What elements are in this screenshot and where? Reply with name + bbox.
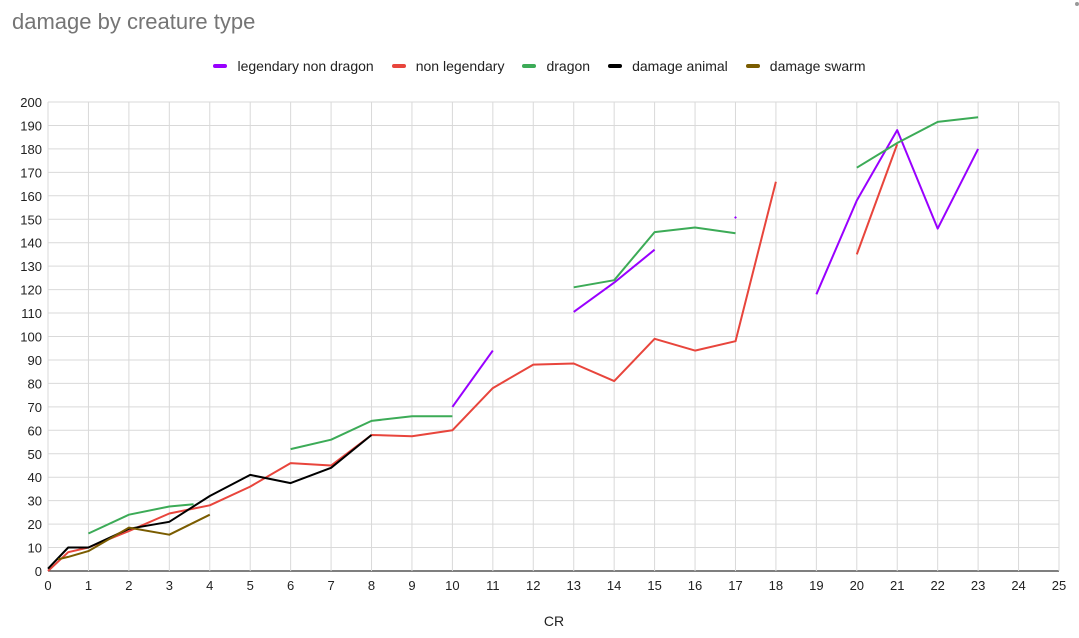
x-tick-label: 16 [688,578,702,593]
x-tick-label: 5 [247,578,254,593]
series-segment [451,350,494,408]
y-tick-label: 20 [28,517,42,532]
x-tick-label: 14 [607,578,621,593]
x-tick-label: 11 [486,578,500,593]
y-tick-label: 160 [20,189,42,204]
x-axis-tick-labels: 0 1 2 3 4 5 6 7 8 9 10 11 12 13 14 15 16 17 18 19 20 21 22 23 24… [44,578,1066,593]
x-tick-label: 3 [166,578,173,593]
x-tick-label: 0 [44,578,51,593]
y-tick-label: 0 [35,564,42,579]
series-line [57,513,211,561]
y-tick-label: 60 [28,423,42,438]
x-tick-label: 21 [890,578,904,593]
legend-item[interactable]: dragon [522,58,590,74]
legend-swatch [213,64,228,68]
y-tick-label: 170 [20,165,42,180]
y-tick-label: 150 [20,212,42,227]
legend-item[interactable]: legendary non dragon [213,58,374,74]
x-tick-label: 6 [287,578,294,593]
x-tick-label: 2 [125,578,132,593]
menu-dot [1075,2,1079,6]
x-tick-label: 23 [971,578,985,593]
legend-swatch [522,64,537,68]
y-tick-label: 140 [20,236,42,251]
series-segment [290,415,453,451]
y-tick-label: 120 [20,283,42,298]
series-lines [47,116,979,572]
series-line [87,116,979,535]
x-tick-label: 17 [728,578,742,593]
y-tick-label: 90 [28,353,42,368]
y-tick-label: 10 [28,541,42,556]
legend-item[interactable]: damage swarm [745,58,866,74]
x-tick-label: 7 [327,578,334,593]
y-tick-label: 180 [20,142,42,157]
series-segment [47,434,373,570]
legend-swatch [608,64,623,68]
y-tick-label: 110 [21,306,42,321]
legend-label: legendary non dragon [237,58,374,74]
y-tick-label: 70 [28,400,42,415]
y-tick-label: 130 [20,259,42,274]
y-tick-label: 40 [28,470,42,485]
x-tick-label: 12 [526,578,540,593]
x-tick-label: 9 [408,578,415,593]
series-line [451,129,979,408]
series-segment [855,143,899,255]
series-line [47,143,899,572]
series-segment [573,226,736,289]
legend-label: non legendary [415,58,505,74]
y-tick-label: 190 [20,118,42,133]
legend-item[interactable]: damage animal [608,58,728,74]
legend: legendary non dragon non legendary dragon d… [0,56,1079,76]
x-tick-label: 20 [850,578,864,593]
y-tick-label: 50 [28,447,42,462]
x-tick-label: 13 [566,578,580,593]
y-tick-label: 80 [28,376,42,391]
y-axis-tick-labels: 0 10 20 30 40 50 60 70 80 90 100 110 120 130 140 150 160… [20,95,42,579]
x-tick-label: 19 [809,578,823,593]
chart-title: damage by creature type [12,9,256,34]
x-tick-label: 25 [1052,578,1066,593]
y-tick-label: 100 [20,330,42,345]
series-segment [815,129,979,295]
series-segment [734,216,737,219]
x-tick-label: 15 [647,578,661,593]
y-tick-label: 200 [20,95,42,110]
gridlines [47,101,1060,572]
y-tick-label: 30 [28,494,42,509]
legend-label: dragon [546,58,591,74]
series-line [47,434,373,570]
x-tick-label: 24 [1011,578,1025,593]
x-axis-label: CR [544,613,564,629]
x-tick-label: 10 [445,578,459,593]
legend-label: damage animal [632,58,728,74]
x-tick-label: 8 [368,578,375,593]
legend-item[interactable]: non legendary [391,58,505,74]
legend-swatch [745,64,760,68]
x-tick-label: 18 [769,578,783,593]
legend-swatch [391,64,406,68]
series-segment [57,513,211,561]
legend-label: damage swarm [769,58,866,74]
series-segment [87,503,194,535]
x-tick-label: 4 [206,578,213,593]
series-segment [856,116,979,169]
x-tick-label: 22 [930,578,944,593]
series-segment [573,248,656,313]
x-tick-label: 1 [85,578,92,593]
